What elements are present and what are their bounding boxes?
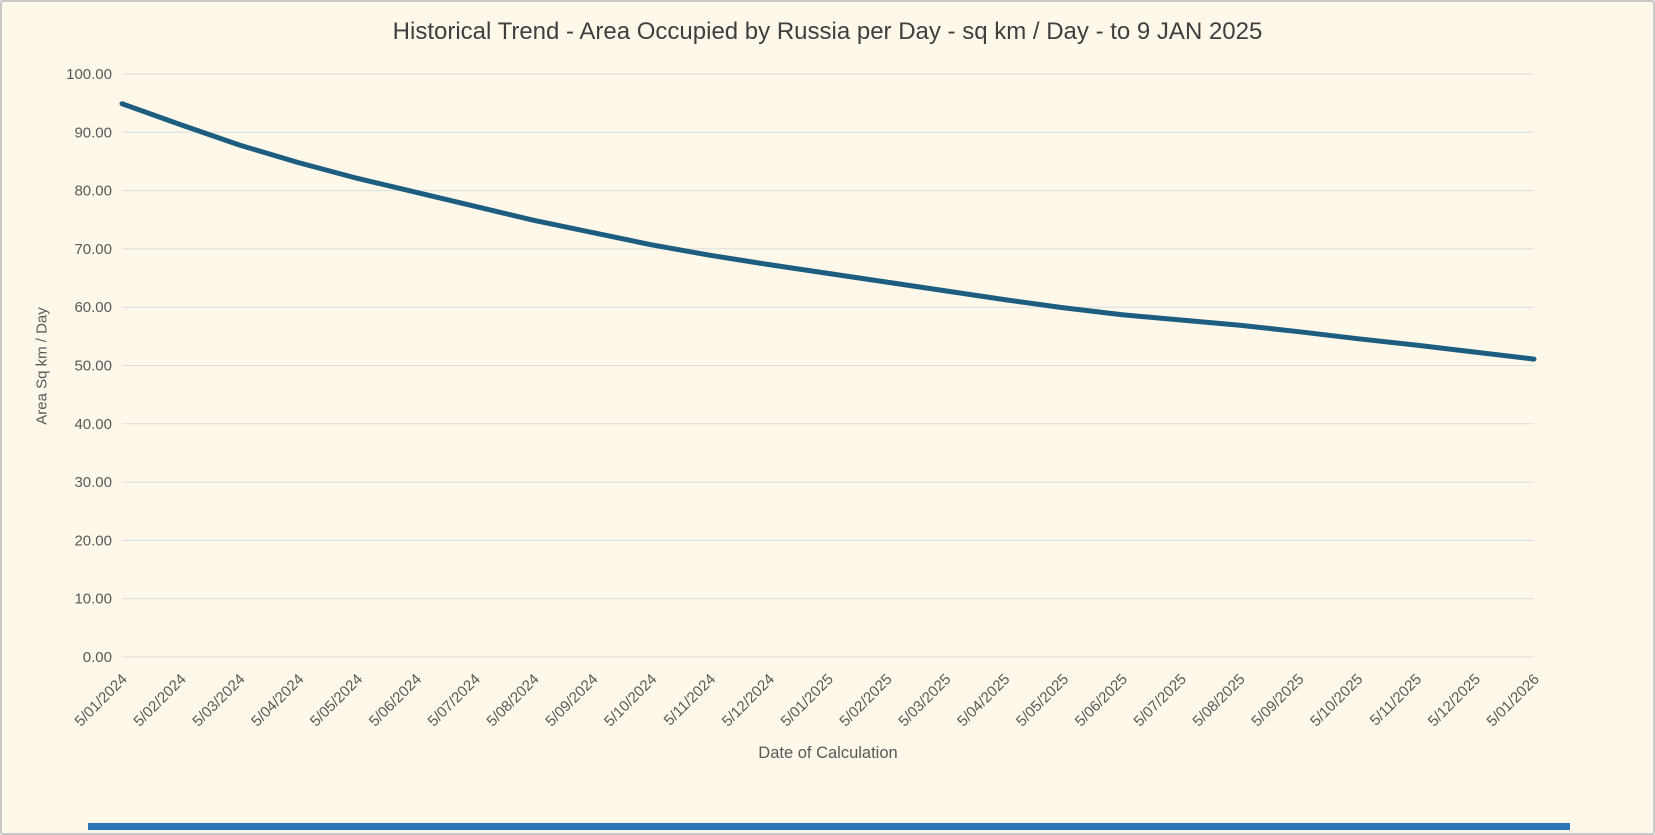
y-tick-label: 40.00	[74, 416, 112, 433]
x-tick-label: 5/10/2024	[601, 671, 660, 730]
x-tick-label: 5/11/2025	[1367, 671, 1425, 729]
x-tick-label: 5/05/2025	[1013, 671, 1072, 730]
x-tick-label: 5/06/2024	[366, 671, 425, 730]
y-tick-label: 60.00	[74, 299, 112, 316]
x-tick-label: 5/12/2025	[1425, 671, 1484, 730]
x-tick-label: 5/07/2025	[1131, 671, 1190, 730]
x-tick-label: 5/05/2024	[307, 671, 366, 730]
x-tick-label: 5/12/2024	[719, 671, 778, 730]
x-tick-label: 5/01/2026	[1484, 671, 1543, 730]
x-tick-label: 5/03/2025	[895, 671, 954, 730]
y-axis-title: Area Sq km / Day	[33, 307, 51, 425]
x-tick-label: 5/04/2024	[248, 671, 307, 730]
y-tick-label: 10.00	[74, 591, 112, 608]
x-tick-label: 5/02/2025	[836, 671, 895, 730]
x-tick-label: 5/11/2024	[661, 671, 719, 729]
y-tick-label: 90.00	[74, 124, 112, 141]
x-tick-label: 5/02/2024	[130, 671, 189, 730]
x-tick-label: 5/07/2024	[425, 671, 484, 730]
x-tick-label: 5/04/2025	[954, 671, 1013, 730]
y-tick-label: 80.00	[74, 183, 112, 200]
y-tick-label: 20.00	[74, 532, 112, 549]
y-tick-label: 100.00	[66, 66, 112, 83]
chart-title: Historical Trend - Area Occupied by Russ…	[392, 18, 1263, 45]
x-tick-label: 5/08/2024	[483, 671, 542, 730]
y-tick-label: 70.00	[74, 241, 112, 258]
trend-line	[119, 101, 1537, 362]
y-tick-label: 30.00	[74, 474, 112, 491]
x-tick-label: 5/08/2025	[1189, 671, 1248, 730]
x-tick-label: 5/09/2024	[542, 671, 601, 730]
bottom-accent-bar	[88, 823, 1570, 830]
x-tick-label: 5/01/2024	[72, 671, 131, 730]
x-tick-label: 5/06/2025	[1072, 671, 1131, 730]
y-tick-label: 0.00	[83, 649, 112, 666]
x-axis-title: Date of Calculation	[758, 744, 898, 762]
x-tick-label: 5/09/2025	[1248, 671, 1307, 730]
x-tick-label: 5/10/2025	[1307, 671, 1366, 730]
y-tick-label: 50.00	[74, 358, 112, 375]
x-tick-label: 5/03/2024	[189, 671, 248, 730]
x-tick-label: 5/01/2025	[778, 671, 837, 730]
